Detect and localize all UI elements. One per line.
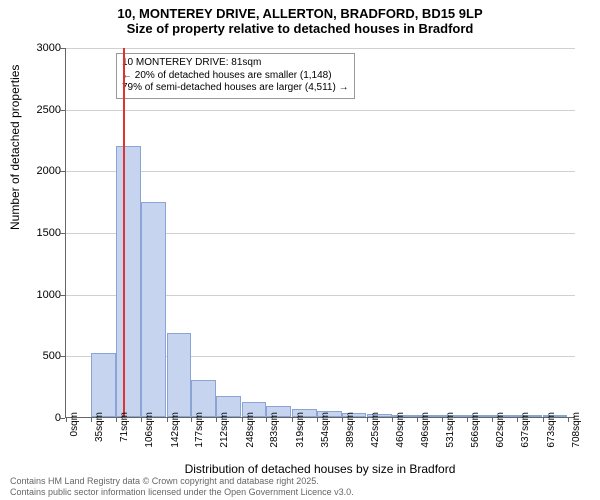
x-tick-mark — [442, 417, 443, 422]
y-tick-label: 2500 — [21, 104, 61, 116]
caption-line-2: Contains public sector information licen… — [10, 487, 354, 498]
x-tick-label: 496sqm — [420, 412, 431, 448]
y-tick-label: 3000 — [21, 42, 61, 54]
x-tick-mark — [242, 417, 243, 422]
annotation-line-3: 79% of semi-detached houses are larger (… — [122, 82, 349, 95]
x-tick-mark — [191, 417, 192, 422]
grid-line — [66, 171, 575, 172]
reference-line — [123, 48, 125, 417]
x-tick-mark — [266, 417, 267, 422]
x-tick-mark — [141, 417, 142, 422]
x-tick-mark — [392, 417, 393, 422]
y-tick-mark — [60, 356, 65, 357]
x-tick-mark — [492, 417, 493, 422]
y-tick-mark — [60, 295, 65, 296]
x-tick-label: 637sqm — [520, 412, 531, 448]
x-tick-label: 142sqm — [170, 412, 181, 448]
x-tick-label: 566sqm — [470, 412, 481, 448]
x-tick-label: 319sqm — [295, 412, 306, 448]
y-tick-label: 1500 — [21, 227, 61, 239]
x-tick-mark — [517, 417, 518, 422]
x-tick-label: 283sqm — [269, 412, 280, 448]
x-axis-label: Distribution of detached houses by size … — [65, 462, 575, 476]
x-tick-label: 354sqm — [320, 412, 331, 448]
y-tick-label: 0 — [21, 412, 61, 424]
y-axis-label: Number of detached properties — [8, 65, 22, 230]
x-tick-label: 460sqm — [395, 412, 406, 448]
x-tick-label: 177sqm — [194, 412, 205, 448]
x-tick-label: 673sqm — [546, 412, 557, 448]
x-tick-mark — [543, 417, 544, 422]
x-tick-label: 708sqm — [571, 412, 582, 448]
y-tick-mark — [60, 418, 65, 419]
y-tick-label: 1000 — [21, 289, 61, 301]
x-tick-mark — [467, 417, 468, 422]
x-tick-label: 106sqm — [144, 412, 155, 448]
x-tick-label: 35sqm — [94, 412, 105, 442]
x-tick-mark — [342, 417, 343, 422]
y-tick-mark — [60, 48, 65, 49]
x-tick-mark — [91, 417, 92, 422]
x-tick-mark — [292, 417, 293, 422]
histogram-bar — [91, 353, 116, 417]
x-tick-label: 425sqm — [370, 412, 381, 448]
annotation-line-2: ← 20% of detached houses are smaller (1,… — [122, 70, 349, 83]
annotation-line-1: 10 MONTEREY DRIVE: 81sqm — [122, 57, 349, 70]
x-tick-mark — [216, 417, 217, 422]
x-tick-label: 0sqm — [69, 412, 80, 436]
caption-line-1: Contains HM Land Registry data © Crown c… — [10, 476, 354, 487]
chart-title-block: 10, MONTEREY DRIVE, ALLERTON, BRADFORD, … — [0, 0, 600, 36]
title-line-2: Size of property relative to detached ho… — [0, 21, 600, 36]
x-tick-mark — [167, 417, 168, 422]
x-tick-label: 212sqm — [219, 412, 230, 448]
y-tick-label: 500 — [21, 350, 61, 362]
histogram-bar — [167, 333, 192, 417]
x-tick-label: 248sqm — [245, 412, 256, 448]
x-tick-mark — [417, 417, 418, 422]
data-caption: Contains HM Land Registry data © Crown c… — [10, 476, 354, 498]
x-tick-label: 71sqm — [119, 412, 130, 442]
y-tick-mark — [60, 110, 65, 111]
y-tick-mark — [60, 171, 65, 172]
title-line-1: 10, MONTEREY DRIVE, ALLERTON, BRADFORD, … — [0, 6, 600, 21]
x-tick-label: 602sqm — [495, 412, 506, 448]
y-tick-mark — [60, 233, 65, 234]
grid-line — [66, 48, 575, 49]
x-tick-label: 531sqm — [445, 412, 456, 448]
reference-annotation: 10 MONTEREY DRIVE: 81sqm ← 20% of detach… — [116, 53, 355, 99]
chart-container: 10, MONTEREY DRIVE, ALLERTON, BRADFORD, … — [0, 0, 600, 500]
histogram-bar — [141, 202, 166, 417]
x-tick-mark — [568, 417, 569, 422]
x-tick-mark — [66, 417, 67, 422]
x-tick-mark — [116, 417, 117, 422]
histogram-bar — [116, 146, 141, 417]
x-tick-label: 389sqm — [345, 412, 356, 448]
y-tick-label: 2000 — [21, 165, 61, 177]
x-tick-mark — [317, 417, 318, 422]
x-tick-mark — [367, 417, 368, 422]
grid-line — [66, 110, 575, 111]
plot-area: 10 MONTEREY DRIVE: 81sqm ← 20% of detach… — [65, 48, 575, 418]
